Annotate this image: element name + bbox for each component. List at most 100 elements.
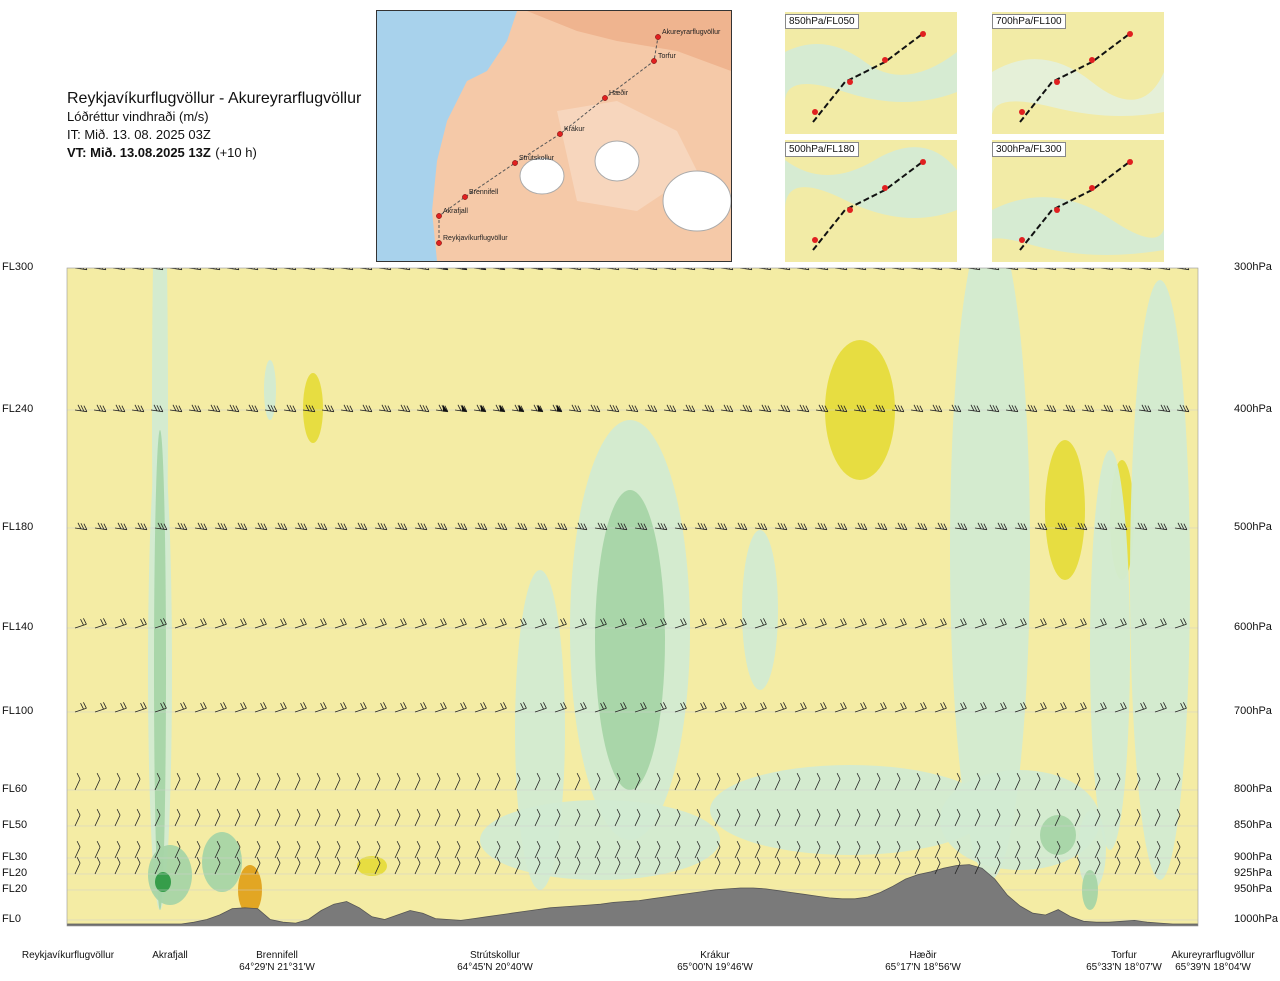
wind-barb xyxy=(435,404,449,413)
wind-barb xyxy=(714,702,727,713)
wind-barb xyxy=(194,702,207,713)
wind-barb xyxy=(714,808,721,827)
wind-barb xyxy=(134,772,141,791)
wind-barb xyxy=(94,856,101,875)
wind-barb xyxy=(214,808,221,827)
wind-barb xyxy=(334,702,347,713)
location-coord: 65°17'N 18°56'W xyxy=(885,962,961,973)
wind-barb xyxy=(694,840,701,859)
wind-barb xyxy=(994,856,1001,875)
wind-barb xyxy=(394,522,408,531)
wind-barb xyxy=(154,808,161,827)
valid-offset: (+10 h) xyxy=(215,145,257,160)
wind-barb xyxy=(634,840,641,859)
wind-barb xyxy=(511,268,525,271)
wind-barb xyxy=(435,268,449,271)
wind-barb xyxy=(777,404,791,413)
level-fl-label: FL100 xyxy=(2,705,34,717)
wind-barb xyxy=(1134,856,1141,875)
wind-barb xyxy=(694,618,707,629)
wind-barb xyxy=(674,840,681,859)
wind-barb xyxy=(554,702,567,713)
wind-barb xyxy=(314,856,321,875)
wind-barb xyxy=(534,618,547,629)
wind-barb xyxy=(494,522,508,531)
wind-barb xyxy=(454,404,468,413)
thumb-500[interactable]: 500hPa/FL180 xyxy=(785,140,957,262)
wind-barb xyxy=(986,404,1000,413)
wind-barb xyxy=(754,522,768,531)
wind-barb xyxy=(1094,618,1107,629)
wind-barb xyxy=(414,840,421,859)
wind-barb xyxy=(834,808,841,827)
chart-header: Reykjavíkurflugvöllur - Akureyrarflugvöl… xyxy=(67,90,361,162)
thumb-850[interactable]: 850hPa/FL050 xyxy=(785,12,957,134)
wind-barb xyxy=(634,808,641,827)
wind-barb xyxy=(374,856,381,875)
wind-barb xyxy=(274,618,287,629)
wind-barb xyxy=(474,808,481,827)
wind-barb xyxy=(274,772,281,791)
wind-barb xyxy=(474,618,487,629)
wind-barb xyxy=(254,522,268,531)
wind-barb xyxy=(1114,618,1127,629)
wind-barb xyxy=(1134,522,1148,531)
wind-barb xyxy=(274,808,281,827)
wind-barb xyxy=(234,856,241,875)
wind-barb xyxy=(874,618,887,629)
wind-barb xyxy=(434,522,448,531)
wind-barb xyxy=(74,404,88,413)
wind-barb xyxy=(1054,840,1061,859)
wind-barb xyxy=(74,840,81,859)
map-point-2 xyxy=(602,95,608,101)
wind-barb xyxy=(1114,772,1121,791)
wind-barb xyxy=(814,618,827,629)
wind-barb xyxy=(434,808,441,827)
wind-barb xyxy=(794,840,801,859)
wind-barb xyxy=(454,808,461,827)
level-hpa-label: 300hPa xyxy=(1234,261,1272,273)
map-point-label-1: Torfur xyxy=(658,53,677,60)
wind-barb xyxy=(154,772,161,791)
wind-barb xyxy=(254,618,267,629)
wind-barb xyxy=(625,404,639,413)
wind-barb xyxy=(174,522,188,531)
location-coord: 65°33'N 18°07'W xyxy=(1086,962,1162,973)
valid-time: VT: Mið. 13.08.2025 13Z xyxy=(67,145,211,160)
wind-barb xyxy=(720,404,734,413)
wind-barb xyxy=(94,808,101,827)
wind-barb xyxy=(796,404,810,413)
wind-barb xyxy=(374,840,381,859)
wind-barb xyxy=(654,522,668,531)
wind-barb xyxy=(454,772,461,791)
wind-barb xyxy=(294,618,307,629)
wind-barb xyxy=(587,404,601,413)
thumb-700[interactable]: 700hPa/FL100 xyxy=(992,12,1164,134)
map-point-label-3: Krákur xyxy=(564,126,585,133)
wind-barb xyxy=(154,522,168,531)
wind-barb xyxy=(194,618,207,629)
map-point-label-5: Brennifell xyxy=(469,189,499,196)
map-point-0 xyxy=(655,34,661,40)
wind-barb xyxy=(1014,702,1027,713)
level-hpa-label: 850hPa xyxy=(1234,819,1272,831)
wind-barb xyxy=(207,404,221,413)
wind-barb xyxy=(894,702,907,713)
wind-barb xyxy=(294,840,301,859)
wind-barb xyxy=(834,618,847,629)
wind-barb xyxy=(134,856,141,875)
location-name: Akureyrarflugvöllur xyxy=(1171,950,1255,961)
wind-barb xyxy=(1014,522,1028,531)
wind-barb xyxy=(794,808,801,827)
wind-barb xyxy=(1034,856,1041,875)
wind-barb xyxy=(574,618,587,629)
location-label: Brennifell 64°29'N 21°31'W xyxy=(217,950,337,974)
wind-barb xyxy=(194,840,201,859)
wind-barb xyxy=(794,856,801,875)
wind-barb xyxy=(534,522,548,531)
wind-barb xyxy=(359,404,373,413)
wind-barb xyxy=(294,808,301,827)
thumb-300[interactable]: 300hPa/FL300 xyxy=(992,140,1164,262)
wind-barb xyxy=(274,522,288,531)
wind-barb xyxy=(634,856,641,875)
